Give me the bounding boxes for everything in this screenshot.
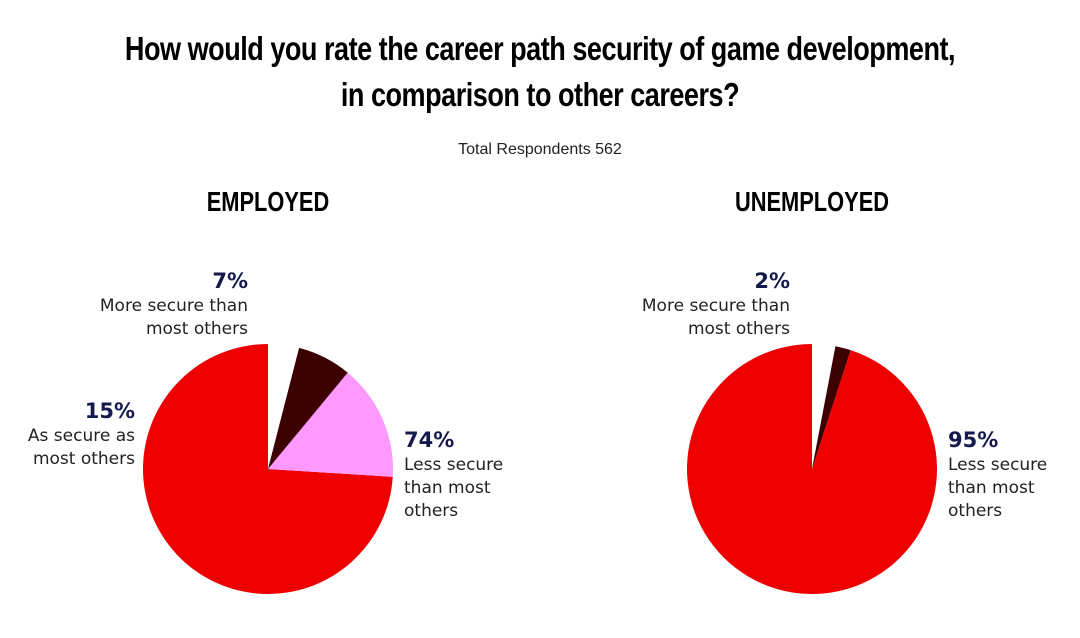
unemployed-slice-2: [812, 346, 851, 469]
employed-slice-0-label-line-1: than most: [404, 478, 491, 498]
unemployed-slice-1-label-line-1: most others: [688, 319, 790, 339]
employed-slice-1-label-line-1: most others: [33, 449, 135, 469]
unemployed-slice-1-label-line-0: More secure than: [642, 296, 790, 316]
employed-slice-7: [268, 347, 348, 469]
unemployed-chart-title: UNEMPLOYED: [734, 186, 890, 217]
employed-slice-2-label-line-0: More secure than: [100, 296, 248, 316]
unemployed-slice-1-percent: 2%: [754, 269, 790, 293]
unemployed-slice-0-label-line-2: others: [948, 501, 1002, 521]
employed-slice-1-percent: 15%: [85, 399, 135, 423]
unemployed-slice-0-label-line-1: than most: [948, 478, 1035, 498]
unemployed-slice-0-label-line-0: Less secure: [948, 455, 1047, 475]
employed-slice-15: [268, 372, 393, 477]
employed-chart-title: EMPLOYED: [206, 186, 330, 217]
employed-slice-2-label-line-1: most others: [146, 319, 248, 339]
employed-slice-0-percent: 74%: [404, 428, 454, 452]
chart-title-line-2: in comparison to other careers?: [340, 76, 740, 113]
chart-title: How would you rate the career path secur…: [97, 26, 983, 118]
employed-slice-2-percent: 7%: [212, 269, 248, 293]
employed-slice-0-label-line-0: Less secure: [404, 455, 503, 475]
unemployed-slice-0-percent: 95%: [948, 428, 998, 452]
chart-title-line-1: How would you rate the career path secur…: [124, 30, 956, 67]
total-respondents: Total Respondents 562: [458, 141, 622, 158]
employed-slice-0-label-line-2: others: [404, 501, 458, 521]
employed-slice-74: [142, 344, 393, 594]
employed-slice-1-label-line-0: As secure as: [28, 426, 135, 446]
unemployed-slice-95: [686, 344, 937, 595]
